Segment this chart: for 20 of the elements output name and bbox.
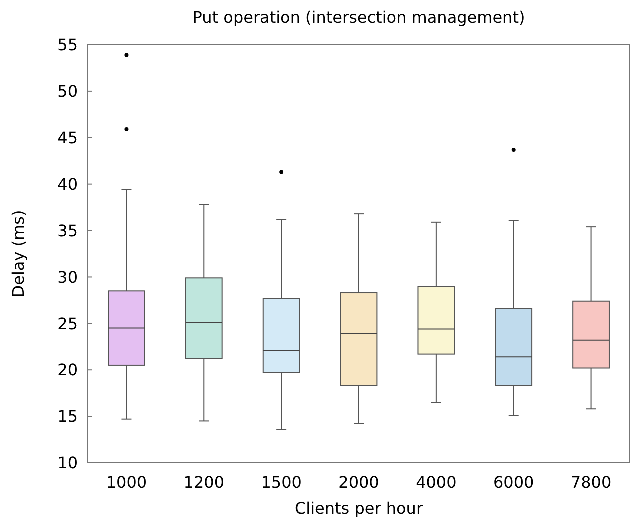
x-tick-label: 4000 [416, 473, 457, 492]
y-tick-label: 35 [58, 221, 78, 240]
x-tick-label: 7800 [570, 473, 612, 492]
y-tick-label: 20 [58, 360, 78, 380]
y-tick-label: 45 [58, 128, 78, 148]
x-axis-title: Clients per hour [294, 499, 424, 517]
y-tick-label: 10 [58, 454, 78, 473]
x-tick-label: 1000 [106, 473, 148, 492]
y-tick-label: 40 [58, 174, 78, 194]
x-tick-label: 6000 [494, 473, 534, 492]
x-tick-label: 2000 [338, 473, 380, 492]
y-tick-label: 25 [58, 314, 78, 334]
y-tick-label: 15 [58, 407, 78, 426]
y-axis-title: Delay (ms) [9, 210, 28, 298]
chart-title: Put operation (intersection management) [192, 8, 526, 27]
y-tick-label: 50 [58, 82, 78, 102]
x-tick-label: 1500 [261, 473, 302, 492]
y-tick-label: 55 [58, 36, 78, 55]
x-tick-label: 1200 [184, 473, 224, 492]
y-tick-label: 30 [58, 268, 78, 287]
